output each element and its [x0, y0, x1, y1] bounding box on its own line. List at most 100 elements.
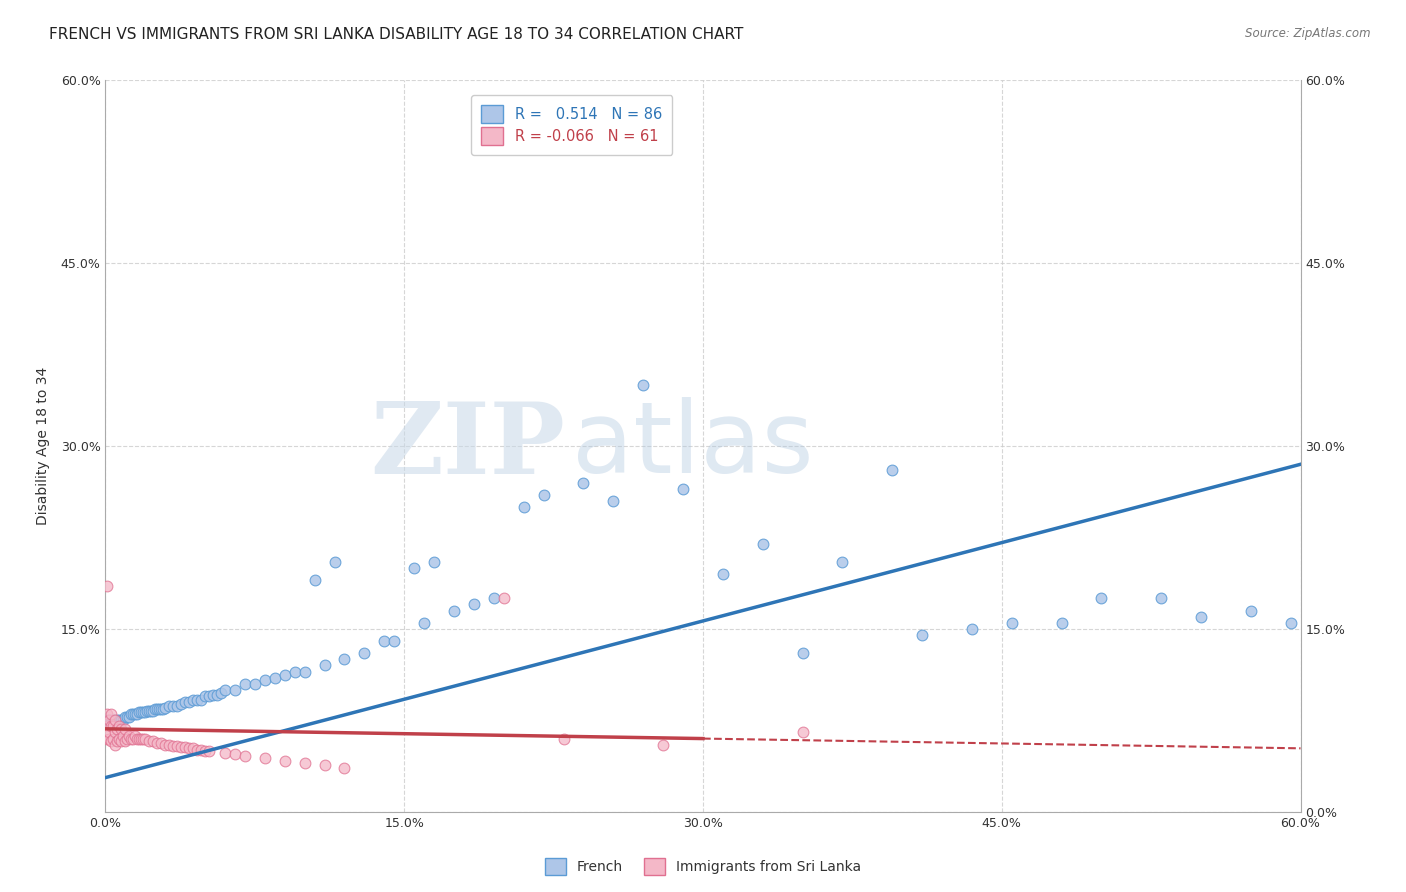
Point — [104, 725, 127, 739]
Point — [146, 736, 169, 750]
Point — [413, 615, 436, 630]
Point — [146, 702, 169, 716]
Point — [1150, 591, 1173, 606]
Text: Source: ZipAtlas.com: Source: ZipAtlas.com — [1246, 27, 1371, 40]
Point — [263, 671, 285, 685]
Point — [214, 746, 236, 760]
Point — [323, 555, 346, 569]
Point — [112, 714, 135, 728]
Text: ZIP: ZIP — [371, 398, 565, 494]
Point — [124, 729, 146, 743]
Point — [314, 758, 336, 772]
Point — [333, 761, 356, 775]
Point — [104, 714, 127, 728]
Point — [108, 714, 131, 728]
Point — [138, 704, 160, 718]
Point — [633, 378, 655, 392]
Point — [209, 686, 232, 700]
Point — [114, 734, 136, 748]
Point — [100, 707, 122, 722]
Point — [117, 709, 139, 723]
Point — [177, 695, 201, 709]
Point — [142, 704, 165, 718]
Point — [233, 676, 256, 690]
Point — [143, 702, 166, 716]
Point — [120, 731, 142, 746]
Point — [124, 707, 146, 722]
Point — [170, 698, 193, 712]
Point — [132, 705, 155, 719]
Point — [103, 731, 125, 746]
Point — [373, 634, 395, 648]
Legend: French, Immigrants from Sri Lanka: French, Immigrants from Sri Lanka — [540, 853, 866, 880]
Point — [112, 729, 135, 743]
Point — [294, 756, 316, 770]
Point — [186, 742, 208, 756]
Point — [148, 702, 170, 716]
Point — [186, 692, 208, 706]
Point — [882, 463, 904, 477]
Point — [304, 573, 326, 587]
Point — [103, 714, 125, 728]
Point — [118, 709, 141, 723]
Point — [98, 725, 121, 739]
Point — [190, 742, 212, 756]
Point — [205, 688, 228, 702]
Point — [751, 536, 773, 550]
Point — [108, 731, 131, 746]
Point — [253, 751, 276, 765]
Point — [831, 555, 853, 569]
Point — [107, 722, 129, 736]
Point — [107, 714, 129, 728]
Point — [482, 591, 505, 606]
Point — [110, 714, 132, 728]
Point — [118, 729, 141, 743]
Point — [134, 705, 156, 719]
Point — [134, 731, 156, 746]
Point — [911, 628, 934, 642]
Point — [108, 719, 131, 733]
Point — [253, 673, 276, 687]
Point — [273, 754, 295, 768]
Point — [382, 634, 405, 648]
Point — [170, 740, 193, 755]
Point — [132, 731, 155, 746]
Point — [792, 646, 814, 660]
Point — [96, 719, 118, 733]
Point — [190, 692, 212, 706]
Point — [122, 707, 145, 722]
Point — [1001, 615, 1024, 630]
Point — [100, 719, 122, 733]
Point — [104, 714, 127, 728]
Point — [128, 705, 150, 719]
Point — [153, 738, 177, 752]
Point — [122, 731, 145, 746]
Point — [214, 682, 236, 697]
Point — [513, 500, 536, 514]
Point — [194, 744, 217, 758]
Point — [96, 707, 118, 722]
Point — [166, 698, 188, 713]
Point — [110, 734, 132, 748]
Point — [1090, 591, 1112, 606]
Point — [404, 561, 426, 575]
Point — [177, 741, 201, 756]
Point — [129, 705, 153, 719]
Point — [1279, 615, 1302, 630]
Y-axis label: Disability Age 18 to 34: Disability Age 18 to 34 — [35, 367, 49, 525]
Point — [492, 591, 515, 606]
Point — [284, 665, 307, 679]
Point — [98, 714, 121, 728]
Point — [128, 731, 150, 746]
Point — [117, 731, 139, 746]
Point — [273, 668, 295, 682]
Legend: R =   0.514   N = 86, R = -0.066   N = 61: R = 0.514 N = 86, R = -0.066 N = 61 — [471, 95, 672, 155]
Point — [960, 622, 983, 636]
Point — [652, 738, 675, 752]
Text: atlas: atlas — [571, 398, 813, 494]
Point — [150, 702, 173, 716]
Point — [162, 739, 184, 753]
Point — [572, 475, 595, 490]
Point — [100, 734, 122, 748]
Point — [127, 707, 149, 722]
